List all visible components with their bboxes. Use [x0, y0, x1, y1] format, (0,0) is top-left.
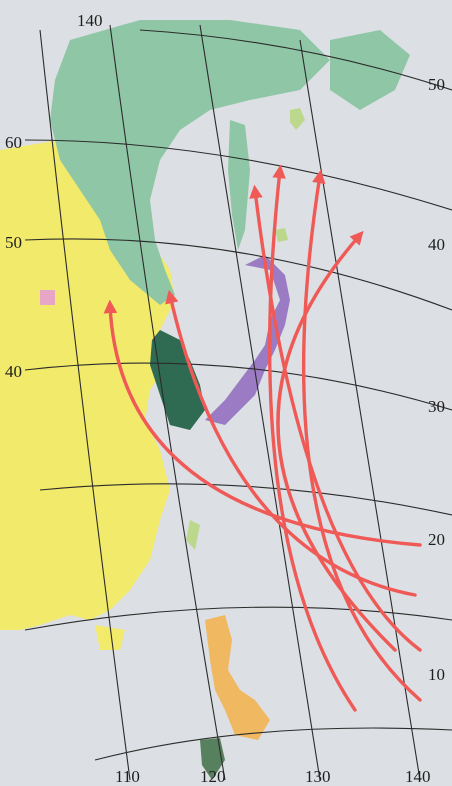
latitude-label-40-left: 40	[5, 362, 22, 381]
kamchatka-region	[330, 30, 410, 110]
typhoon-track-6	[276, 230, 397, 652]
russia-far-east-region	[50, 20, 330, 305]
latitude-label-10-right: 10	[428, 665, 445, 684]
latitude-label-30-right: 30	[428, 397, 445, 416]
latitude-line-50	[24, 238, 452, 311]
mongolia-region	[40, 290, 55, 305]
latitude-label-40-right: 40	[428, 235, 445, 254]
longitude-label-110-bottom: 110	[115, 767, 140, 786]
korea-peninsula	[150, 330, 205, 430]
typhoon-track-4	[267, 164, 357, 712]
longitude-line-130	[199, 24, 321, 781]
latitude-line-60	[24, 139, 452, 211]
longitude-label-120-bottom: 120	[200, 767, 226, 786]
latitude-label-50-left: 50	[5, 233, 22, 252]
longitude-label-130-bottom: 130	[305, 767, 331, 786]
longitude-line-120	[109, 24, 226, 781]
philippines-islands	[205, 615, 270, 740]
longitude-label-140-bottom: 140	[405, 767, 431, 786]
latitude-line-10	[94, 727, 452, 761]
longitude-label-140-top: 140	[77, 11, 103, 30]
latitude-line-30	[39, 483, 452, 516]
sakhalin-island	[228, 120, 250, 250]
longitude-line-110	[39, 29, 131, 781]
japan-islands	[205, 255, 290, 425]
latitude-label-50-right: 50	[428, 75, 445, 94]
taiwan-island	[186, 520, 200, 550]
latitude-line-40	[24, 362, 452, 411]
hainan-island	[95, 625, 125, 650]
typhoon-track-5	[301, 169, 422, 702]
typhoon-track-1	[103, 299, 422, 547]
latitude-line-50-north	[139, 29, 452, 91]
typhoon-track-2	[165, 289, 417, 597]
latitude-line-20	[24, 606, 452, 631]
indonesia-islands	[200, 738, 225, 780]
latitude-label-60-left: 60	[5, 133, 22, 152]
latitude-label-20-right: 20	[428, 530, 445, 549]
typhoon-track-3	[249, 184, 422, 652]
kuril-islands	[275, 108, 305, 242]
typhoon-tracks	[103, 164, 422, 712]
